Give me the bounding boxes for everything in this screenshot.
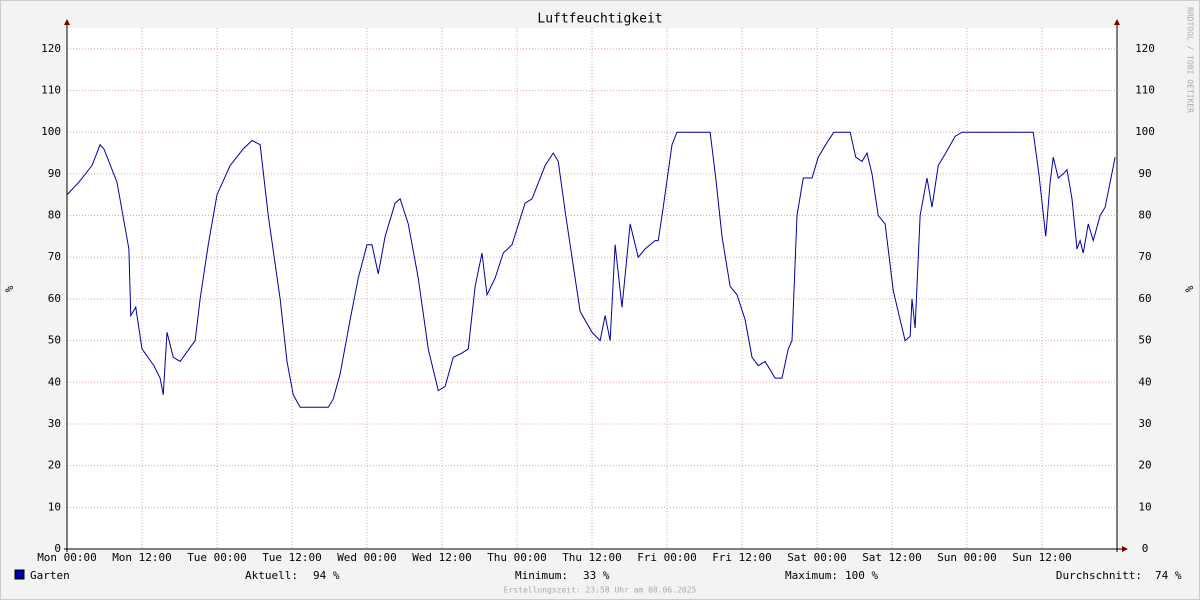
watermark: RRDTOOL / TOBI OETIKER [1186, 7, 1195, 113]
legend-max: 100 % [845, 569, 878, 582]
legend-label: Garten [30, 569, 70, 582]
legend-avg: 74 % [1155, 569, 1182, 582]
y-tick-label-right: 0 [1142, 542, 1149, 555]
legend-current: 94 % [313, 569, 340, 582]
y-tick-label-right: 120 [1135, 42, 1155, 55]
x-tick-label: Tue 12:00 [262, 551, 322, 564]
legend-avg-label: Durchschnitt: [1056, 569, 1142, 582]
y-tick-label-right: 10 [1138, 500, 1151, 513]
y-axis-label-right: % [1183, 285, 1196, 292]
y-tick-label: 90 [48, 167, 61, 180]
y-tick-label-right: 70 [1138, 250, 1151, 263]
y-tick-label: 80 [48, 209, 61, 222]
y-tick-label: 30 [48, 417, 61, 430]
y-tick-label: 50 [48, 334, 61, 347]
y-tick-label-right: 60 [1138, 292, 1151, 305]
x-tick-label: Sun 00:00 [937, 551, 997, 564]
axis-arrow [1122, 546, 1128, 552]
y-tick-label: 20 [48, 459, 61, 472]
y-tick-label: 70 [48, 250, 61, 263]
x-tick-label: Fri 12:00 [712, 551, 772, 564]
plot-area [67, 28, 1117, 549]
x-tick-label: Sun 12:00 [1012, 551, 1072, 564]
x-tick-label: Wed 12:00 [412, 551, 472, 564]
axis-arrow [64, 19, 70, 25]
y-tick-label: 10 [48, 500, 61, 513]
legend-swatch [14, 569, 25, 580]
legend-max-label: Maximum: [785, 569, 838, 582]
x-tick-label: Mon 12:00 [112, 551, 172, 564]
chart-title: Luftfeuchtigkeit [537, 12, 662, 27]
y-tick-label: 60 [48, 292, 61, 305]
y-tick-label-right: 110 [1135, 84, 1155, 97]
x-tick-label: Sat 12:00 [862, 551, 922, 564]
y-tick-label: 120 [41, 42, 61, 55]
footer: Erstellungszeit: 23:58 Uhr am 08.06.2025 [504, 586, 697, 595]
y-tick-label: 40 [48, 375, 61, 388]
legend-min: 33 % [583, 569, 610, 582]
y-tick-label-right: 50 [1138, 334, 1151, 347]
y-tick-label-right: 100 [1135, 125, 1155, 138]
y-tick-label-right: 40 [1138, 375, 1151, 388]
x-tick-label: Thu 00:00 [487, 551, 547, 564]
x-tick-label: Wed 00:00 [337, 551, 397, 564]
x-tick-label: Sat 00:00 [787, 551, 847, 564]
y-tick-label: 100 [41, 125, 61, 138]
legend-min-label: Minimum: [515, 569, 568, 582]
data-line [66, 131, 1116, 408]
x-tick-label: Fri 00:00 [637, 551, 697, 564]
x-tick-label: Tue 00:00 [187, 551, 247, 564]
y-tick-label: 0 [54, 542, 61, 555]
axis-arrow [1114, 19, 1120, 25]
y-axis-label: % [3, 285, 16, 292]
y-tick-label-right: 90 [1138, 167, 1151, 180]
legend-current-label: Aktuell: [245, 569, 298, 582]
y-tick-label-right: 20 [1138, 459, 1151, 472]
y-tick-label-right: 80 [1138, 209, 1151, 222]
y-tick-label: 110 [41, 84, 61, 97]
x-tick-label: Mon 00:00 [37, 551, 97, 564]
y-tick-label-right: 30 [1138, 417, 1151, 430]
x-tick-label: Thu 12:00 [562, 551, 622, 564]
